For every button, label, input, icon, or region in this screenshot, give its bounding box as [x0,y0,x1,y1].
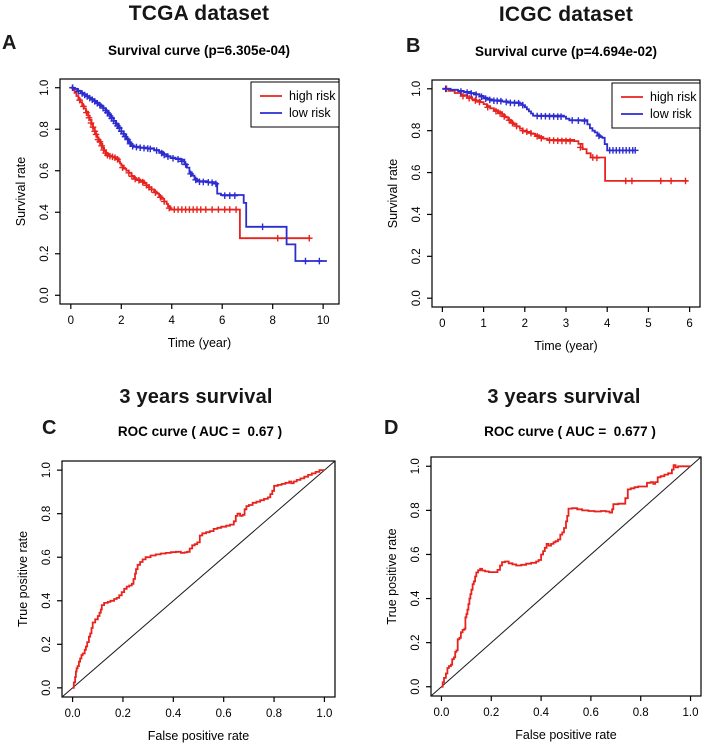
svg-text:3: 3 [563,318,569,330]
svg-text:high risk: high risk [289,89,336,103]
svg-text:6: 6 [219,315,225,327]
svg-text:10: 10 [317,315,330,327]
column-title-tcga: TCGA dataset [128,2,270,25]
svg-text:1: 1 [480,318,486,330]
chart-a: 0 2 4 6 8 10 0.0 0.2 0.4 0.6 0.8 1.0 Time (year) Surv… [14,78,340,350]
svg-text:0.6: 0.6 [216,708,232,720]
svg-text:0.0: 0.0 [39,287,51,303]
svg-text:0.8: 0.8 [41,506,53,522]
panel-label-c: C [42,417,57,439]
svg-text:0.2: 0.2 [115,708,131,720]
svg-text:low risk: low risk [289,106,331,120]
svg-text:0.8: 0.8 [411,123,423,139]
svg-text:8: 8 [269,315,275,327]
svg-text:Survival rate: Survival rate [386,159,400,229]
svg-text:0.0: 0.0 [433,707,449,719]
svg-text:0.2: 0.2 [411,248,423,264]
svg-text:False positive rate: False positive rate [148,729,249,743]
chart-b: 0 1 2 3 4 5 6 0.0 0.2 0.4 0.6 0.8 1.0 Time (year) Surv… [386,79,701,353]
legend-box [250,81,340,128]
svg-text:0.2: 0.2 [483,707,499,719]
svg-text:0.4: 0.4 [41,592,53,609]
svg-text:True positive rate: True positive rate [385,528,399,624]
chart-c: 0.0 0.2 0.4 0.6 0.8 1.0 0.0 0.2 0.4 0.6 0.8 1.0 Fals… [16,460,336,743]
svg-text:0.2: 0.2 [41,636,53,652]
svg-text:0.0: 0.0 [41,680,53,696]
svg-text:2: 2 [118,315,124,327]
svg-text:1.0: 1.0 [683,707,699,719]
svg-text:1.0: 1.0 [316,708,332,720]
svg-text:0.0: 0.0 [410,679,422,695]
chart-d: 0.0 0.2 0.4 0.6 0.8 1.0 0.0 0.2 0.4 0.6 0.8 1.0 Fals… [385,456,702,742]
svg-text:0.6: 0.6 [410,546,422,562]
svg-text:1.0: 1.0 [411,81,423,97]
legend-box [611,82,701,129]
svg-text:0.8: 0.8 [410,502,422,518]
row-title-right: 3 years survival [487,386,641,408]
svg-text:0.2: 0.2 [39,246,51,262]
svg-text:6: 6 [686,318,692,330]
svg-text:0.8: 0.8 [266,708,282,720]
panel-label-a: A [2,32,17,54]
svg-text:0.4: 0.4 [533,707,550,719]
svg-text:0.6: 0.6 [583,707,599,719]
svg-text:True positive rate: True positive rate [16,531,30,627]
svg-text:0.4: 0.4 [165,708,182,720]
svg-text:1.0: 1.0 [410,458,422,474]
svg-text:0.6: 0.6 [411,165,423,181]
svg-text:False positive rate: False positive rate [515,728,616,742]
svg-text:1.0: 1.0 [41,462,53,478]
svg-text:4: 4 [604,318,611,330]
panel-label-d: D [384,417,399,439]
svg-text:low risk: low risk [650,107,692,121]
svg-text:0.8: 0.8 [39,121,51,137]
panel-label-b: B [406,35,421,57]
svg-text:high risk: high risk [650,90,697,104]
svg-text:2: 2 [522,318,528,330]
svg-text:0.4: 0.4 [39,204,51,221]
svg-text:0: 0 [439,318,445,330]
svg-text:0.2: 0.2 [410,635,422,651]
svg-text:0.4: 0.4 [410,590,422,607]
panel-title-c: ROC curve ( AUC = 0.67 ) [117,424,283,439]
panel-title-a: Survival curve (p=6.305e-04) [108,43,290,58]
panel-title-d: ROC curve ( AUC = 0.677 ) [484,424,656,439]
svg-text:0: 0 [68,315,74,327]
row-title-left: 3 years survival [119,386,273,408]
svg-text:4: 4 [169,315,176,327]
svg-text:5: 5 [645,318,651,330]
svg-text:0.4: 0.4 [411,206,423,223]
svg-text:0.6: 0.6 [39,163,51,179]
svg-text:1.0: 1.0 [39,80,51,96]
svg-text:0.0: 0.0 [65,708,81,720]
column-title-icgc: ICGC dataset [498,3,634,26]
svg-text:0.6: 0.6 [41,549,53,565]
svg-text:Survival rate: Survival rate [14,157,28,227]
svg-text:0.8: 0.8 [633,707,649,719]
panel-title-b: Survival curve (p=4.694e-02) [475,44,657,59]
svg-text:Time (year): Time (year) [168,336,231,350]
svg-text:0.0: 0.0 [411,290,423,306]
svg-text:Time (year): Time (year) [534,339,597,353]
